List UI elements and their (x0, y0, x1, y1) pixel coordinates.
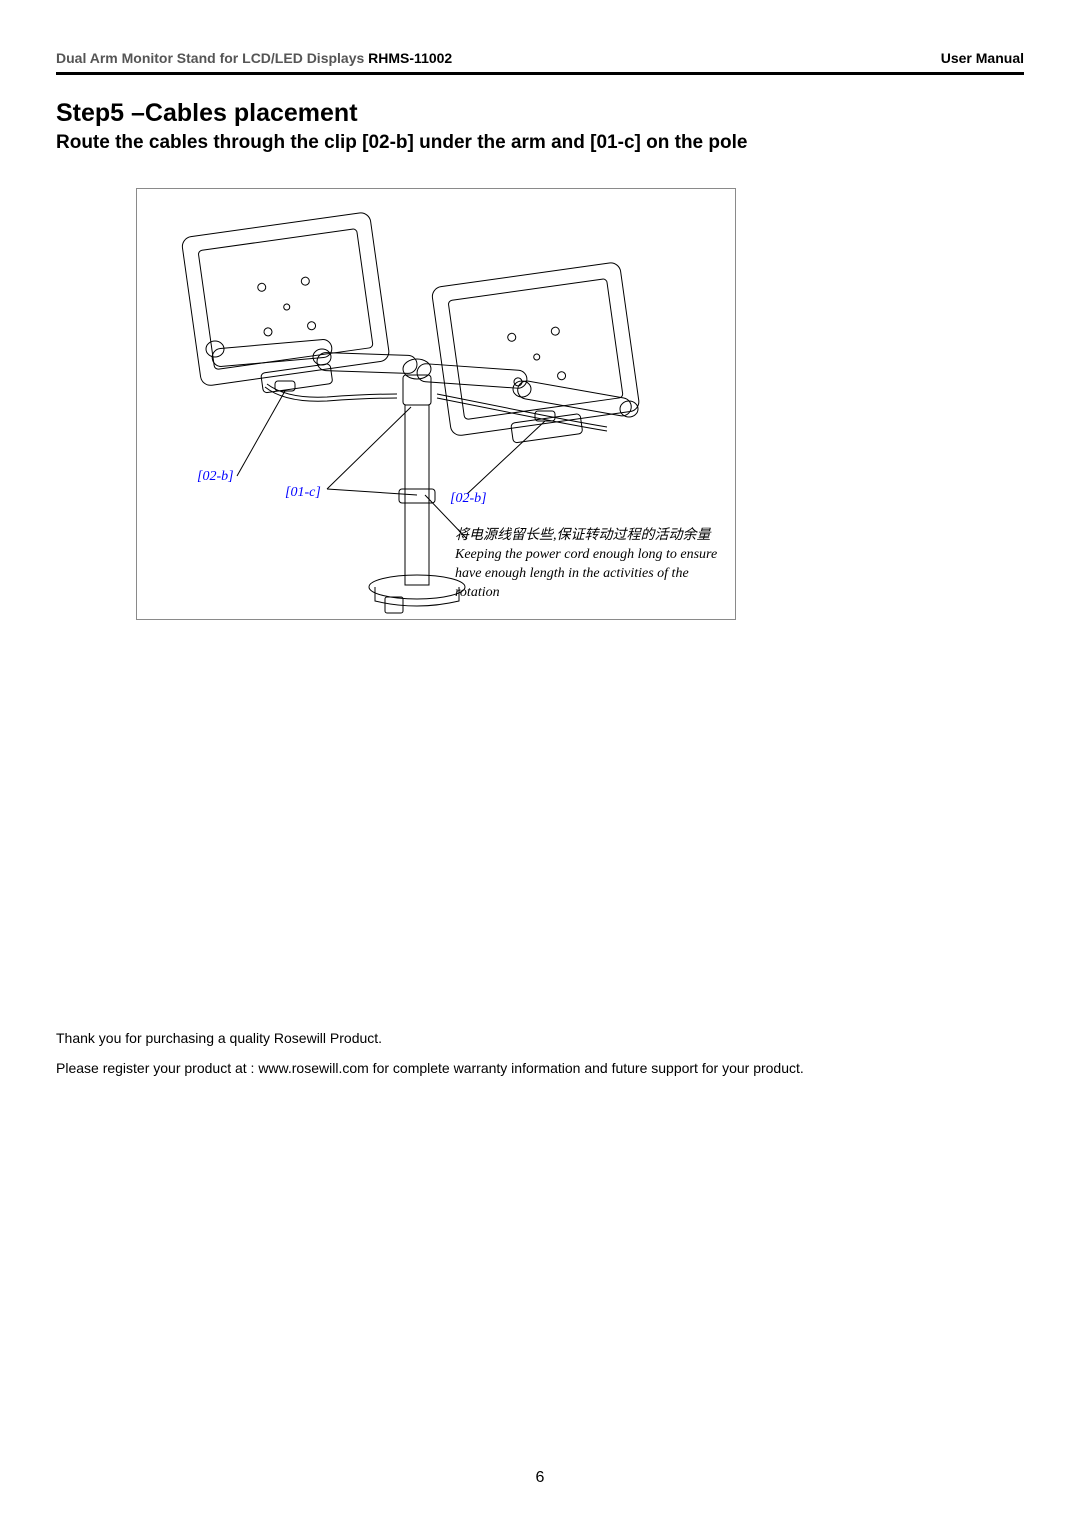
label-02b-left: [02-b] (197, 469, 234, 485)
diagram: [02-b] [01-c] [02-b] 将电源线留长些,保证转动过程的活动余量… (136, 188, 736, 620)
step-subtitle: Route the cables through the clip [02-b]… (56, 132, 1024, 154)
footer-register: Please register your product at : www.ro… (56, 1060, 804, 1076)
note-english-1: Keeping the power cord enough long to en… (455, 546, 717, 565)
product-name: Dual Arm Monitor Stand for LCD/LED Displ… (56, 50, 364, 66)
label-01c: [01-c] (285, 485, 321, 501)
header-divider (56, 72, 1024, 75)
footer-thanks: Thank you for purchasing a quality Rosew… (56, 1030, 382, 1046)
note-english-2: have enough length in the activities of … (455, 565, 735, 603)
page-number: 6 (536, 1469, 545, 1487)
step-title: Step5 –Cables placement (56, 99, 1024, 128)
doc-type: User Manual (941, 50, 1024, 66)
label-02b-right: [02-b] (450, 491, 487, 507)
model-number: RHMS-11002 (368, 50, 452, 66)
note-chinese: 将电源线留长些,保证转动过程的活动余量 (455, 527, 711, 546)
page-header: Dual Arm Monitor Stand for LCD/LED Displ… (56, 50, 1024, 66)
header-left: Dual Arm Monitor Stand for LCD/LED Displ… (56, 50, 452, 66)
